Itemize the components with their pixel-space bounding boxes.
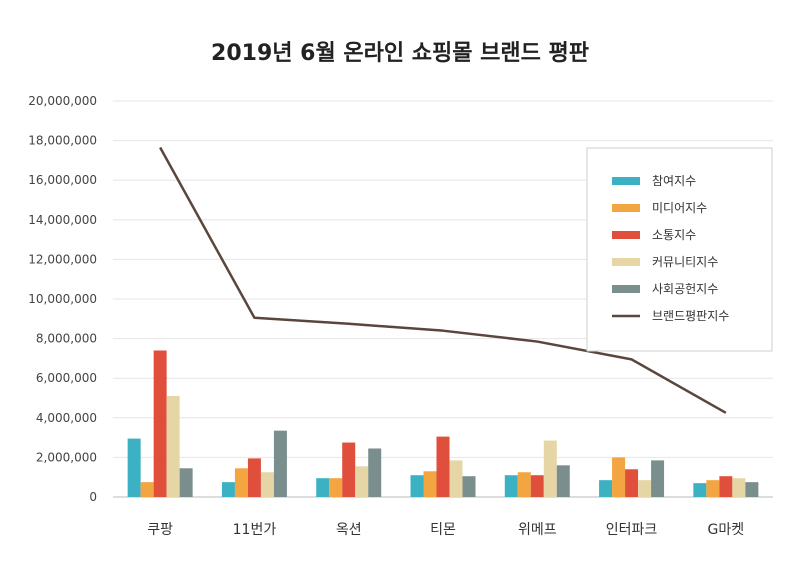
legend-label: 커뮤니티지수 [652,255,718,269]
legend-label: 미디어지수 [652,201,707,215]
bar [517,472,531,497]
bar [410,475,424,497]
bar [423,471,437,497]
bar [166,396,180,497]
bar [719,476,733,497]
x-tick-label: G마켓 [708,522,745,538]
x-tick-label: 옥션 [336,522,362,538]
bar [556,465,570,497]
bar [745,482,759,497]
bar [140,482,154,497]
y-tick-label: 18,000,000 [28,134,97,148]
bar [221,482,235,497]
y-tick-label: 14,000,000 [28,213,97,227]
bar [153,350,167,497]
bar [504,475,518,497]
bar [543,440,557,497]
legend-swatch [612,258,640,266]
y-tick-label: 16,000,000 [28,173,97,187]
x-tick-label: 11번가 [233,522,277,538]
bar [329,478,343,497]
x-axis: 쿠팡 11번가 옥션 티몬 위메프 인터파크 G마켓 [147,522,744,538]
y-tick-label: 20,000,000 [28,94,97,108]
bar [342,442,356,497]
legend-label: 참여지수 [652,174,696,188]
x-tick-label: 인터파크 [606,522,658,538]
bar [247,458,261,497]
legend-swatch [612,204,640,212]
x-tick-label: 쿠팡 [147,522,173,538]
y-tick-label: 2,000,000 [36,450,97,464]
bar [693,483,707,497]
bar [316,478,330,497]
y-tick-label: 6,000,000 [36,371,97,385]
chart-title: 2019년 6월 온라인 쇼핑몰 브랜드 평판 [211,41,589,66]
bar [625,469,639,497]
x-tick-label: 티몬 [430,522,456,538]
bar [462,476,476,497]
legend-label: 브랜드평판지수 [652,309,729,323]
y-tick-label: 0 [89,490,97,504]
bar [127,438,141,497]
bar [449,460,463,497]
bar [355,466,369,497]
y-axis: 0 2,000,000 4,000,000 6,000,000 8,000,000 10,… [28,94,97,504]
y-tick-label: 12,000,000 [28,252,97,266]
y-tick-label: 10,000,000 [28,292,97,306]
bar [651,460,665,497]
legend-swatch [612,231,640,239]
bar [234,468,248,497]
bar [530,475,544,497]
bar [436,436,450,497]
legend-label: 소통지수 [652,228,696,242]
bar [638,480,652,497]
y-tick-label: 8,000,000 [36,332,97,346]
legend-swatch [612,285,640,293]
bar [179,468,193,497]
bar-series [127,350,759,497]
line-series [159,146,727,414]
bar [612,457,626,497]
bar [368,448,382,497]
bar [273,430,287,497]
bar [732,478,746,497]
legend-swatch [612,177,640,185]
legend-label: 사회공헌지수 [652,282,718,296]
bar [260,472,274,497]
x-tick-label: 위메프 [518,522,557,538]
bar [599,480,613,497]
bar [706,480,720,497]
y-tick-label: 4,000,000 [36,411,97,425]
